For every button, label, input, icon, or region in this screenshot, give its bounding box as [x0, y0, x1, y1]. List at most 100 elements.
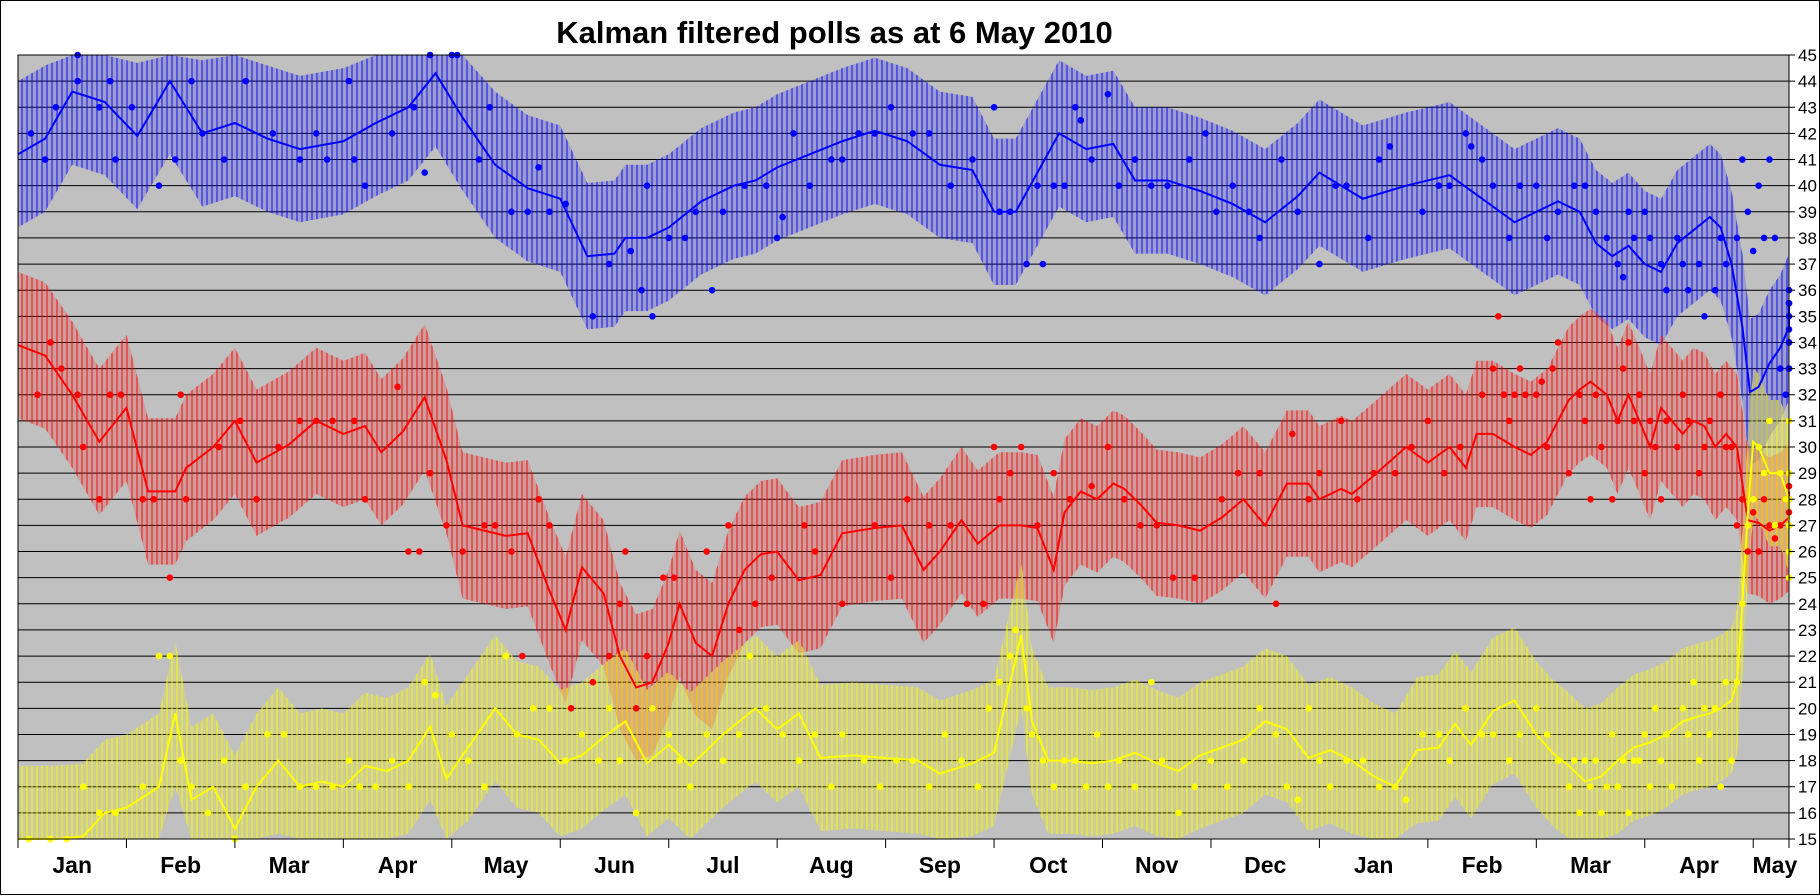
series-1-point — [106, 391, 114, 399]
y-tick-label: 45 — [1798, 46, 1817, 65]
series-0-point — [947, 182, 954, 189]
series-2-point — [719, 757, 727, 764]
series-2-point — [838, 731, 846, 738]
series-1-point — [1749, 509, 1757, 516]
series-1-point — [237, 417, 244, 425]
series-1-point — [1495, 313, 1502, 320]
series-2-point — [79, 783, 87, 791]
series-2-point — [177, 757, 184, 764]
series-0-point — [155, 182, 163, 189]
y-tick-label: 39 — [1798, 203, 1817, 222]
chart-title: Kalman filtered polls as at 6 May 2010 — [556, 15, 1113, 50]
series-2-point — [876, 783, 884, 791]
series-1-point — [1565, 469, 1573, 477]
y-tick-label: 27 — [1798, 516, 1817, 535]
series-1-point — [1619, 365, 1627, 372]
series-2-point — [1646, 783, 1654, 791]
series-0-point — [1185, 156, 1193, 163]
series-1-point — [1256, 469, 1264, 477]
y-tick-label: 20 — [1798, 699, 1817, 718]
series-1-point — [1679, 391, 1687, 399]
series-0-point — [388, 130, 396, 137]
series-2-point — [578, 731, 586, 738]
series-0-point — [1007, 208, 1014, 216]
series-0-point — [106, 77, 114, 85]
series-2-point — [1728, 757, 1735, 764]
series-1-point — [1598, 443, 1605, 451]
series-2-point — [139, 783, 147, 791]
series-1-point — [1549, 365, 1556, 372]
series-0-point — [1711, 286, 1719, 294]
series-1-point — [508, 548, 515, 555]
series-2-point — [502, 652, 510, 660]
series-0-point — [1749, 247, 1757, 255]
y-tick-label: 31 — [1798, 412, 1817, 431]
series-1-point — [1592, 391, 1600, 399]
series-1-point — [925, 522, 933, 529]
series-2-point — [1294, 796, 1302, 804]
series-2-point — [1175, 809, 1182, 817]
series-0-point — [708, 286, 716, 294]
series-2-point — [1505, 757, 1513, 764]
series-1-point — [535, 495, 542, 503]
series-0-point — [1516, 182, 1524, 189]
series-0-point — [562, 200, 569, 208]
series-1-point — [1305, 495, 1312, 503]
y-tick-label: 23 — [1798, 621, 1817, 640]
series-2-point — [735, 731, 743, 738]
series-2-point — [448, 731, 456, 738]
series-0-point — [486, 103, 494, 111]
series-2-point — [1256, 705, 1264, 712]
series-2-point — [1392, 783, 1399, 791]
x-tick-label: Jun — [594, 852, 635, 878]
series-1-point — [1120, 495, 1128, 503]
x-tick-label: Nov — [1135, 852, 1179, 878]
series-2-point — [1565, 783, 1573, 791]
series-0-point — [1663, 286, 1670, 294]
series-2-point — [345, 757, 353, 764]
series-0-point — [1554, 208, 1562, 216]
series-2-point — [649, 705, 656, 712]
series-2-point — [1061, 757, 1068, 764]
series-2-point — [546, 705, 553, 712]
y-tick-label: 42 — [1798, 124, 1817, 143]
series-2-point — [1570, 757, 1578, 764]
series-2-point — [155, 652, 163, 660]
series-2-point — [1684, 731, 1692, 738]
series-0-point — [188, 77, 195, 85]
series-2-point — [811, 731, 819, 738]
series-0-point — [1701, 313, 1708, 320]
series-1-point — [1337, 417, 1345, 425]
series-0-point — [1088, 156, 1095, 163]
series-2-point — [220, 757, 228, 764]
series-2-line — [18, 439, 1790, 840]
series-1-point — [1695, 469, 1703, 477]
series-2-point — [1516, 731, 1524, 738]
series-2-point — [242, 783, 250, 791]
x-tick-label: Apr — [378, 852, 418, 878]
series-1-point — [1511, 391, 1518, 399]
series-0-point — [909, 130, 917, 137]
series-2-point — [1581, 757, 1589, 764]
series-2-point — [1608, 731, 1616, 738]
series-1-point — [1478, 391, 1486, 399]
series-0-point — [1077, 117, 1085, 124]
y-tick-label: 33 — [1798, 360, 1817, 379]
series-2-point — [1402, 796, 1410, 804]
series-0-point — [1256, 234, 1264, 242]
series-1-point — [296, 417, 304, 425]
series-0-point — [1782, 391, 1790, 399]
series-2-point — [1679, 705, 1687, 712]
series-0-point — [1625, 208, 1632, 216]
series-1-point — [589, 678, 597, 686]
series-1-point — [253, 495, 260, 503]
series-2-point — [1614, 783, 1621, 791]
series-2-point — [1652, 705, 1659, 712]
series-2-point — [1359, 757, 1367, 764]
series-2-point — [1104, 783, 1112, 791]
series-2-point — [421, 678, 428, 686]
series-0-point — [323, 156, 331, 163]
series-0-point — [1603, 234, 1611, 242]
series-1-point — [1505, 417, 1513, 425]
series-1-point — [546, 522, 553, 529]
